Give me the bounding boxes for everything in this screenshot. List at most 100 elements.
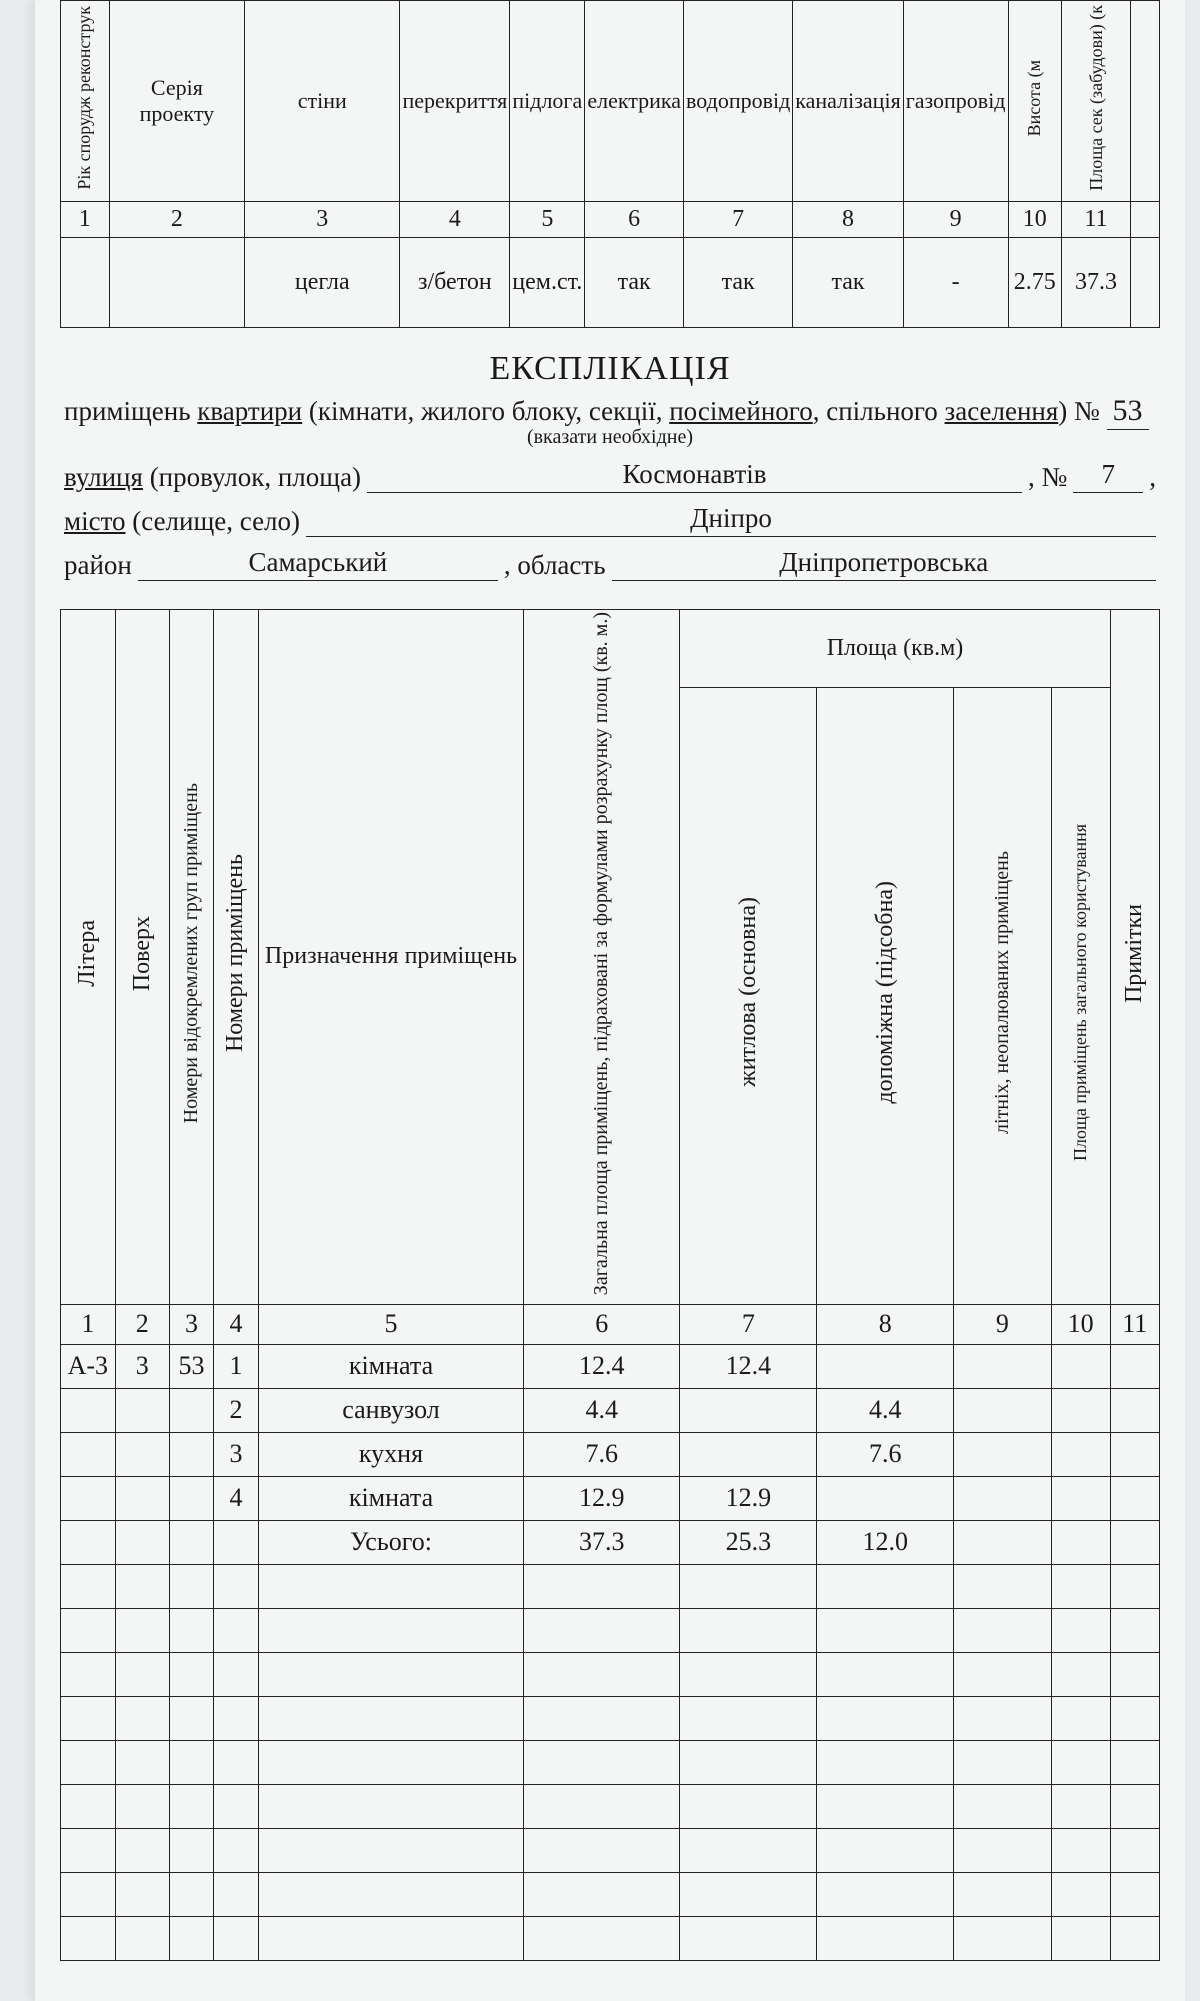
district-row: район Самарський , область Дніпропетровс…	[64, 547, 1156, 581]
cell-c2: 3	[115, 1344, 169, 1388]
mh-c10: Площа приміщень загального користування	[1071, 824, 1090, 1161]
top-values-row: цеглаз/бетонцем.ст.тактактак-2.7537.3	[61, 237, 1160, 327]
cell-c10	[1051, 1476, 1110, 1520]
top-idx-8: 8	[793, 201, 903, 237]
top-val-7: так	[684, 237, 793, 327]
cell-c3: 53	[169, 1344, 214, 1388]
top-idx-6: 6	[585, 201, 684, 237]
main-idx-3: 3	[169, 1304, 214, 1344]
top-idx-10: 10	[1008, 201, 1061, 237]
table-row: 2санвузол4.44.4	[61, 1388, 1160, 1432]
top-val-10: 2.75	[1008, 237, 1061, 327]
main-idx-1: 1	[61, 1304, 116, 1344]
table-row-empty	[61, 1828, 1160, 1872]
top-val-4: з/бетон	[400, 237, 510, 327]
cell-c5: санвузол	[258, 1388, 523, 1432]
street-row: вулиця (провулок, площа) Космонавтів , №…	[64, 459, 1156, 493]
cell-c1	[61, 1432, 116, 1476]
cell-c2	[115, 1432, 169, 1476]
cell-c7: 12.4	[680, 1344, 817, 1388]
cell-c2	[115, 1476, 169, 1520]
cell-c10	[1051, 1520, 1110, 1564]
cell-c3	[169, 1520, 214, 1564]
cell-c8: 4.4	[817, 1388, 954, 1432]
top-idx-3: 3	[245, 201, 400, 237]
main-idx-9: 9	[954, 1304, 1051, 1344]
hdr-col4: перекриття	[400, 1, 510, 202]
cell-c4: 4	[214, 1476, 258, 1520]
mh-c5: Призначення приміщень	[258, 609, 523, 1304]
cell-c10	[1051, 1432, 1110, 1476]
cell-c6: 4.4	[524, 1388, 680, 1432]
oblast-value: Дніпропетровська	[612, 547, 1156, 581]
cell-c11	[1110, 1520, 1159, 1564]
cell-c9	[954, 1476, 1051, 1520]
cell-c2	[115, 1520, 169, 1564]
cell-c7	[680, 1388, 817, 1432]
cell-c2	[115, 1388, 169, 1432]
district-value: Самарський	[138, 547, 498, 581]
cell-c7: 25.3	[680, 1520, 817, 1564]
main-idx-8: 8	[817, 1304, 954, 1344]
top-idx-2: 2	[109, 201, 245, 237]
hdr-col2: Серія проекту	[109, 1, 245, 202]
cell-c6: 7.6	[524, 1432, 680, 1476]
hdr-col6: електрика	[585, 1, 684, 202]
cell-c9	[954, 1432, 1051, 1476]
top-idx-5: 5	[510, 201, 585, 237]
cell-c5: кухня	[258, 1432, 523, 1476]
main-idx-5: 5	[258, 1304, 523, 1344]
table-row: 3кухня7.67.6	[61, 1432, 1160, 1476]
premises-line: приміщень квартири (кімнати, жилого блок…	[64, 394, 1156, 428]
top-idx-7: 7	[684, 201, 793, 237]
cell-c7	[680, 1432, 817, 1476]
mh-c4: Номери приміщень	[223, 854, 248, 1052]
table-row-empty	[61, 1740, 1160, 1784]
cell-c1: А-3	[61, 1344, 116, 1388]
hdr-col9: газопровід	[903, 1, 1008, 202]
top-val-3: цегла	[245, 237, 400, 327]
table-row-empty	[61, 1784, 1160, 1828]
cell-c3	[169, 1476, 214, 1520]
top-val-9: -	[903, 237, 1008, 327]
cell-c4: 2	[214, 1388, 258, 1432]
top-idx-11: 11	[1061, 201, 1130, 237]
mh-area-group: Площа (кв.м)	[680, 609, 1110, 687]
cell-c4: 1	[214, 1344, 258, 1388]
explication-table: Літера Поверх Номери відокремлених груп …	[60, 609, 1160, 1961]
top-val-5: цем.ст.	[510, 237, 585, 327]
cell-c1	[61, 1476, 116, 1520]
street-value: Космонавтів	[367, 459, 1022, 493]
cell-c9	[954, 1388, 1051, 1432]
hdr-col3: стіни	[245, 1, 400, 202]
hint-text: (вказати необхідне)	[64, 426, 1156, 449]
top-val-6: так	[585, 237, 684, 327]
cell-c9	[954, 1344, 1051, 1388]
mh-c6: Загальна площа приміщень, підраховані за…	[591, 612, 612, 1295]
explication-header: ЕКСПЛІКАЦІЯ приміщень квартири (кімнати,…	[60, 350, 1160, 581]
cell-c5: Усього:	[258, 1520, 523, 1564]
main-idx-4: 4	[214, 1304, 258, 1344]
cell-c3	[169, 1432, 214, 1476]
table-row-empty	[61, 1608, 1160, 1652]
mh-c11: Примітки	[1122, 904, 1147, 1003]
table-row: 4кімната12.912.9	[61, 1476, 1160, 1520]
hdr-col8: каналізація	[793, 1, 903, 202]
cell-c4: 3	[214, 1432, 258, 1476]
cell-c11	[1110, 1476, 1159, 1520]
city-row: місто (селище, село) Дніпро	[64, 503, 1156, 537]
mh-c9: літніх, неопалюваних приміщень	[992, 851, 1013, 1134]
mh-c7: житлова (основна)	[736, 897, 761, 1087]
hdr-col10: Висота (м	[1025, 60, 1044, 136]
cell-c5: кімната	[258, 1344, 523, 1388]
top-header-row: Рік спорудж реконструк Серія проекту сті…	[61, 1, 1160, 202]
house-number: 7	[1073, 459, 1143, 493]
cell-c8: 7.6	[817, 1432, 954, 1476]
cell-c9	[954, 1520, 1051, 1564]
city-value: Дніпро	[306, 503, 1156, 537]
cell-c6: 37.3	[524, 1520, 680, 1564]
cell-c5: кімната	[258, 1476, 523, 1520]
mh-c8: допоміжна (підсобна)	[873, 881, 898, 1104]
page: Рік спорудж реконструк Серія проекту сті…	[35, 0, 1185, 2001]
cell-c1	[61, 1520, 116, 1564]
